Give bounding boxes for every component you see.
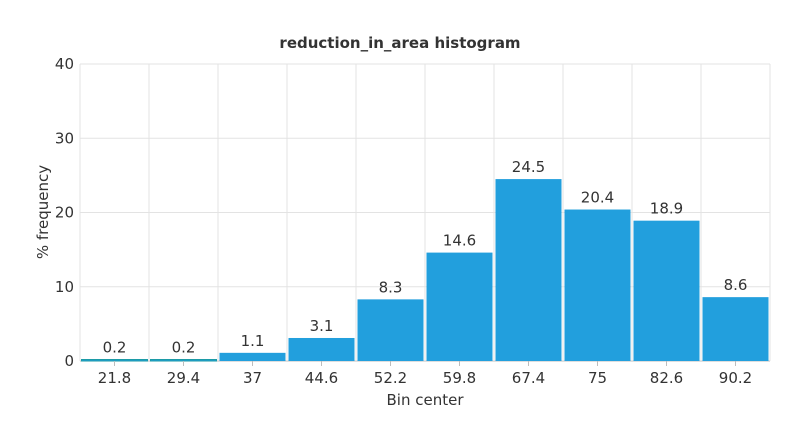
y-tick-label: 0: [64, 352, 74, 370]
bar-value-label: 3.1: [310, 317, 334, 335]
x-tick-label: 21.8: [98, 369, 131, 387]
histogram-bar: [150, 359, 217, 362]
histogram-bar: [81, 359, 148, 362]
y-axis-title: % frequency: [34, 165, 52, 259]
bar-value-label: 0.2: [103, 339, 127, 357]
bar-value-label: 8.3: [379, 278, 403, 296]
x-tick-label: 59.8: [443, 369, 476, 387]
histogram-bar: [633, 220, 700, 361]
bars: [81, 179, 769, 362]
x-tick-label: 67.4: [512, 369, 545, 387]
x-tick-label: 52.2: [374, 369, 407, 387]
histogram-bar: [219, 352, 286, 361]
histogram-bar: [288, 337, 355, 361]
grid-lines: [79, 63, 771, 362]
x-axis-title: Bin center: [387, 391, 465, 409]
y-axis-ticks: 0 10 20 30 40: [55, 55, 74, 370]
data-labels: 0.2 0.2 1.1 3.1 8.3 14.6 24.5 20.4 18.9 8.6: [103, 158, 748, 356]
x-tick-label: 37: [243, 369, 262, 387]
y-tick-label: 30: [55, 129, 74, 147]
x-tick-label: 90.2: [719, 369, 752, 387]
x-tick-label: 82.6: [650, 369, 683, 387]
histogram-bar: [357, 299, 424, 361]
histogram-bar: [426, 252, 493, 361]
bar-value-label: 24.5: [512, 158, 545, 176]
y-tick-label: 40: [55, 55, 74, 73]
histogram-bar: [495, 179, 562, 361]
bar-value-label: 20.4: [581, 189, 614, 207]
chart-title: reduction_in_area histogram: [279, 34, 520, 52]
x-tick-label: 29.4: [167, 369, 200, 387]
bar-value-label: 18.9: [650, 200, 683, 218]
bar-value-label: 1.1: [241, 332, 265, 350]
y-tick-label: 20: [55, 204, 74, 222]
y-tick-label: 10: [55, 278, 74, 296]
x-tick-label: 44.6: [305, 369, 338, 387]
bar-value-label: 8.6: [724, 276, 748, 294]
bar-value-label: 14.6: [443, 232, 476, 250]
histogram-bar: [702, 297, 769, 361]
histogram-bar: [564, 209, 631, 361]
x-tick-label: 75: [588, 369, 607, 387]
x-axis-ticks: 21.8 29.4 37 44.6 52.2 59.8 67.4 75 82.6 90.2: [98, 361, 752, 387]
bar-value-label: 0.2: [172, 339, 196, 357]
